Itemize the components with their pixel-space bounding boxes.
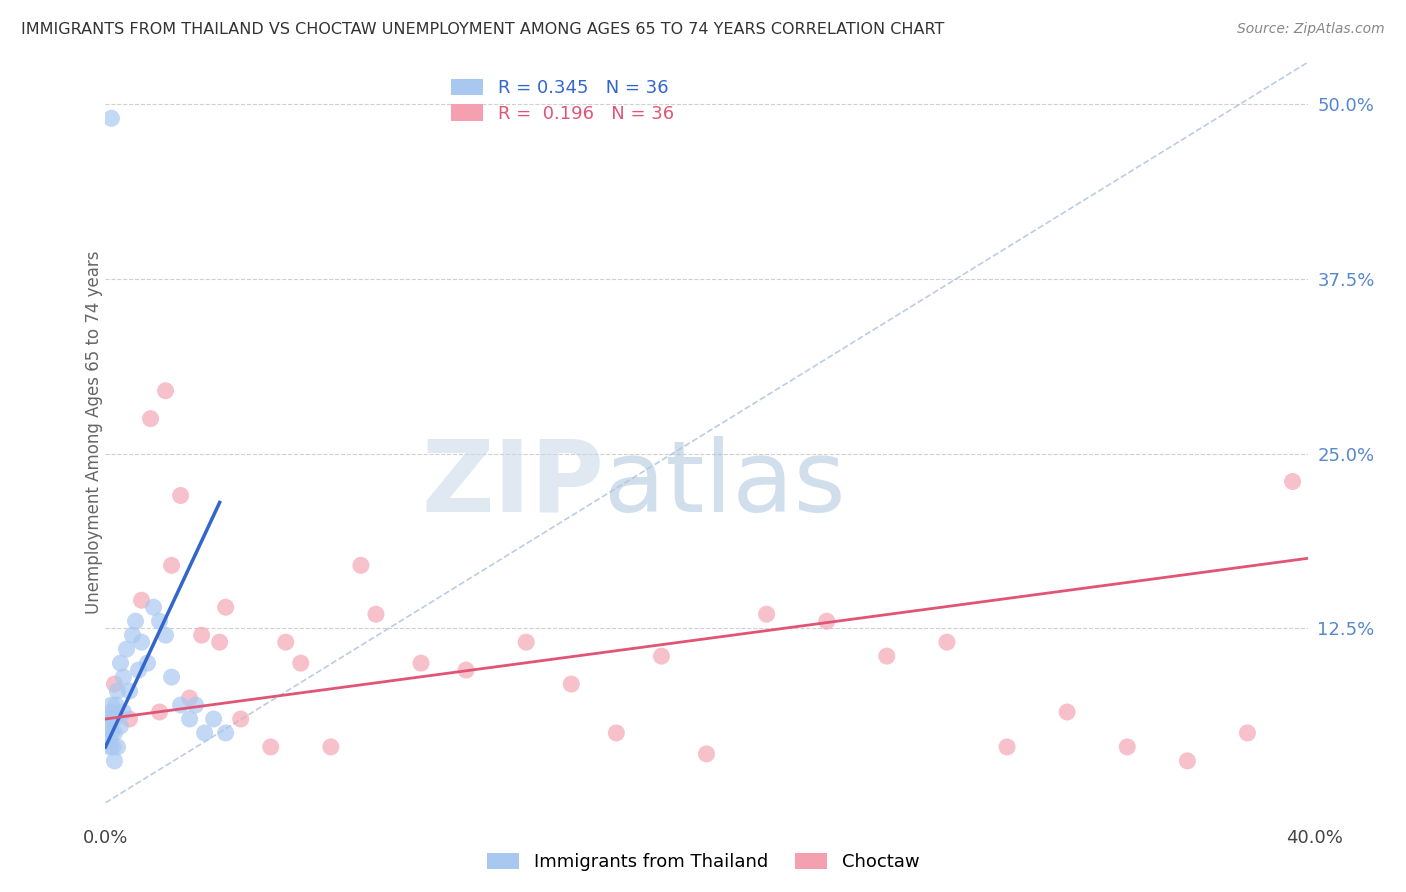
Point bbox=[274, 635, 297, 649]
Point bbox=[169, 698, 191, 712]
Text: Source: ZipAtlas.com: Source: ZipAtlas.com bbox=[1237, 22, 1385, 37]
Point bbox=[160, 558, 183, 573]
Point bbox=[148, 705, 170, 719]
Point bbox=[128, 663, 150, 677]
Point bbox=[456, 663, 478, 677]
Point bbox=[97, 733, 120, 747]
Point bbox=[169, 488, 191, 502]
Text: 0.0%: 0.0% bbox=[83, 830, 128, 847]
Point bbox=[1236, 726, 1258, 740]
Text: ZIP: ZIP bbox=[422, 436, 605, 533]
Point bbox=[136, 656, 159, 670]
Point bbox=[100, 705, 122, 719]
Point bbox=[96, 719, 118, 733]
Point bbox=[118, 684, 141, 698]
Point bbox=[101, 739, 124, 754]
Point bbox=[112, 670, 135, 684]
Text: 40.0%: 40.0% bbox=[1286, 830, 1343, 847]
Point bbox=[160, 670, 183, 684]
Point bbox=[364, 607, 387, 622]
Point bbox=[100, 698, 122, 712]
Point bbox=[103, 726, 125, 740]
Point bbox=[124, 614, 146, 628]
Point bbox=[755, 607, 778, 622]
Point bbox=[100, 726, 122, 740]
Legend: Immigrants from Thailand, Choctaw: Immigrants from Thailand, Choctaw bbox=[479, 846, 927, 879]
Y-axis label: Unemployment Among Ages 65 to 74 years: Unemployment Among Ages 65 to 74 years bbox=[86, 251, 103, 615]
Point bbox=[1177, 754, 1199, 768]
Point bbox=[319, 739, 342, 754]
Point bbox=[815, 614, 838, 628]
Point bbox=[605, 726, 627, 740]
Point bbox=[110, 719, 132, 733]
Text: IMMIGRANTS FROM THAILAND VS CHOCTAW UNEMPLOYMENT AMONG AGES 65 TO 74 YEARS CORRE: IMMIGRANTS FROM THAILAND VS CHOCTAW UNEM… bbox=[21, 22, 945, 37]
Point bbox=[208, 635, 231, 649]
Point bbox=[100, 112, 122, 126]
Point bbox=[139, 411, 162, 425]
Point bbox=[876, 649, 898, 664]
Point bbox=[214, 600, 236, 615]
Point bbox=[107, 739, 129, 754]
Point bbox=[148, 614, 170, 628]
Point bbox=[650, 649, 672, 664]
Point bbox=[1056, 705, 1078, 719]
Point bbox=[179, 691, 201, 706]
Point bbox=[121, 628, 143, 642]
Point bbox=[190, 628, 212, 642]
Point bbox=[115, 642, 138, 657]
Point bbox=[103, 754, 125, 768]
Point bbox=[515, 635, 537, 649]
Point bbox=[97, 712, 120, 726]
Point bbox=[194, 726, 217, 740]
Point bbox=[560, 677, 582, 691]
Point bbox=[995, 739, 1018, 754]
Point bbox=[155, 628, 177, 642]
Point bbox=[110, 656, 132, 670]
Point bbox=[260, 739, 283, 754]
Point bbox=[350, 558, 373, 573]
Text: atlas: atlas bbox=[605, 436, 846, 533]
Point bbox=[131, 635, 153, 649]
Point bbox=[214, 726, 236, 740]
Point bbox=[107, 684, 129, 698]
Point bbox=[696, 747, 718, 761]
Point bbox=[1281, 475, 1303, 489]
Point bbox=[229, 712, 252, 726]
Point bbox=[409, 656, 432, 670]
Point bbox=[131, 593, 153, 607]
Point bbox=[1116, 739, 1139, 754]
Point bbox=[118, 712, 141, 726]
Point bbox=[104, 698, 127, 712]
Point bbox=[112, 705, 135, 719]
Point bbox=[142, 600, 165, 615]
Point bbox=[290, 656, 312, 670]
Point bbox=[179, 712, 201, 726]
Point bbox=[202, 712, 225, 726]
Point bbox=[103, 677, 125, 691]
Legend: R = 0.345   N = 36, R =  0.196   N = 36: R = 0.345 N = 36, R = 0.196 N = 36 bbox=[451, 78, 673, 122]
Point bbox=[936, 635, 959, 649]
Point bbox=[103, 712, 125, 726]
Point bbox=[155, 384, 177, 398]
Point bbox=[184, 698, 207, 712]
Point bbox=[98, 739, 121, 754]
